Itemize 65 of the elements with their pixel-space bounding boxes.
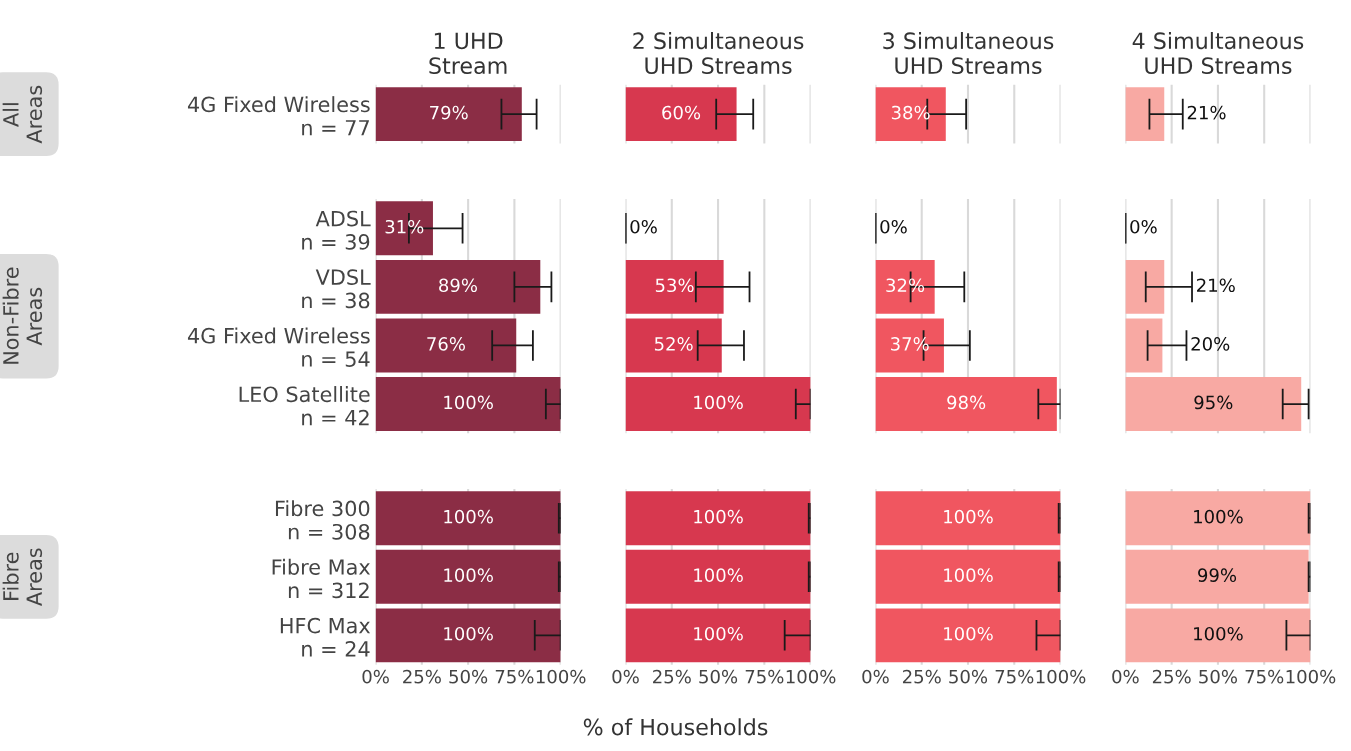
data-label: 52% <box>654 337 693 351</box>
x-tick-label: 100% <box>1036 669 1086 684</box>
x-tick-label: 75% <box>995 669 1034 684</box>
y-tick-label: LEO Satellite n = 42 <box>239 386 370 426</box>
data-label: 100% <box>444 568 493 583</box>
x-tick-label: 0% <box>1112 669 1139 684</box>
x-tick-label: 75% <box>1245 669 1284 684</box>
x-tick-label: 75% <box>745 669 784 684</box>
data-label: 100% <box>694 395 743 410</box>
x-tick-label: 100% <box>786 669 836 684</box>
data-label: 100% <box>1194 626 1243 641</box>
data-label: 100% <box>444 395 493 410</box>
x-tick-label: 50% <box>949 669 988 684</box>
x-tick-label: 0% <box>862 669 889 684</box>
y-tick-label: VDSL n = 38 <box>302 269 371 309</box>
y-tick-label: ADSL n = 39 <box>302 210 371 250</box>
x-tick-label: 50% <box>449 669 488 684</box>
y-axis-title: Fibre Areas <box>2 548 43 606</box>
data-label: 99% <box>1198 568 1237 583</box>
data-label: 100% <box>694 626 743 641</box>
data-label: 100% <box>444 626 493 641</box>
data-label: 60% <box>662 105 701 120</box>
x-tick-label: 25% <box>653 669 691 684</box>
y-tick-label: HFC Max n = 24 <box>280 617 371 657</box>
x-tick-label: 25% <box>902 669 941 684</box>
data-label: 100% <box>1194 509 1243 524</box>
data-label: 20% <box>1191 337 1230 351</box>
data-label: 0% <box>630 219 657 234</box>
data-label: 0% <box>1130 219 1157 234</box>
y-tick-label: 4G Fixed Wireless n = 77 <box>187 96 370 136</box>
data-label: 31% <box>385 219 424 234</box>
x-tick-label: 50% <box>1199 669 1237 684</box>
data-label: 100% <box>444 509 493 524</box>
data-label: 100% <box>694 568 743 583</box>
x-tick-label: 100% <box>536 669 586 684</box>
y-tick-label: 4G Fixed Wireless n = 54 <box>187 327 370 367</box>
y-tick-label: Fibre Max n = 312 <box>272 558 371 599</box>
x-tick-label: 50% <box>699 669 738 684</box>
x-tick-label: 0% <box>362 669 389 684</box>
data-label: 53% <box>655 278 694 293</box>
chart-title: 1 UHD Stream <box>429 32 507 75</box>
chart-title: 3 Simultaneous UHD Streams <box>883 31 1054 75</box>
data-label: 95% <box>1194 395 1233 410</box>
data-label: 89% <box>439 278 478 293</box>
chart-title: 2 Simultaneous UHD Streams <box>633 31 804 75</box>
x-tick-label: 25% <box>403 669 441 684</box>
data-label: 21% <box>1187 105 1226 120</box>
data-label: 76% <box>427 337 465 351</box>
data-label: 0% <box>880 219 907 234</box>
y-axis-title: All Areas <box>2 85 43 144</box>
data-label: 100% <box>694 509 743 524</box>
y-tick-label: Fibre 300 n = 308 <box>275 500 370 540</box>
y-axis-title: Non-Fibre Areas <box>2 267 43 364</box>
x-tick-label: 0% <box>612 669 639 684</box>
chart-title: 4 Simultaneous UHD Streams <box>1132 31 1304 75</box>
x-tick-label: 75% <box>495 669 534 684</box>
x-axis-title: % of Households <box>583 718 768 736</box>
data-label: 79% <box>430 105 468 120</box>
data-label: 21% <box>1197 278 1235 293</box>
x-tick-label: 25% <box>1152 669 1191 684</box>
data-label: 100% <box>944 626 993 641</box>
data-label: 98% <box>947 395 986 410</box>
data-label: 100% <box>944 509 993 524</box>
x-tick-label: 100% <box>1286 669 1336 684</box>
data-label: 100% <box>944 568 993 583</box>
